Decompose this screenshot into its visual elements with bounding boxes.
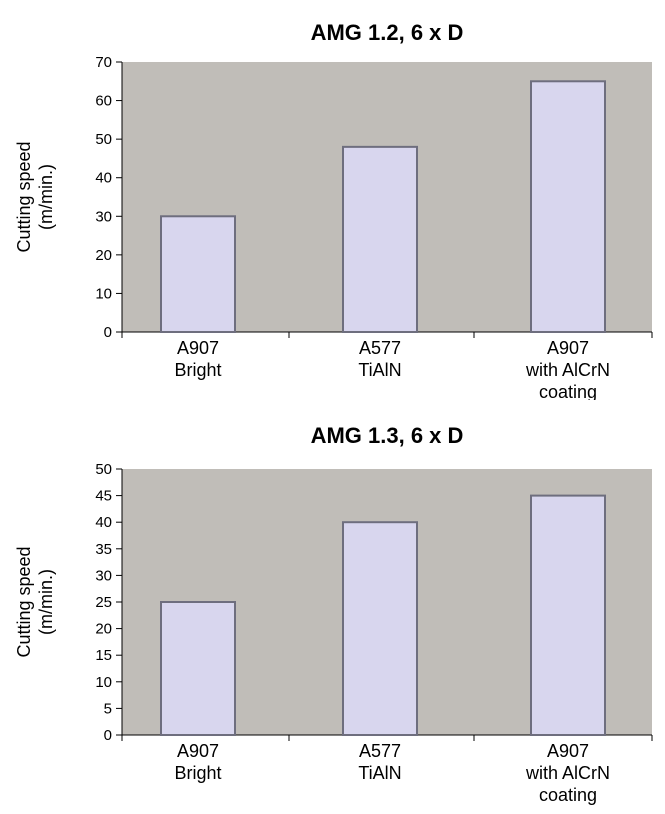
x-category-label: A577 <box>359 741 401 761</box>
y-tick-label: 30 <box>95 567 112 584</box>
y-axis-label: Cutting speed <box>14 546 34 657</box>
x-category-label: A577 <box>359 338 401 358</box>
y-axis-label: Cutting speed <box>14 141 34 252</box>
y-tick-label: 10 <box>95 674 112 691</box>
x-category-label: A907 <box>177 338 219 358</box>
x-category-label: A907 <box>547 338 589 358</box>
y-axis-label: (m/min.) <box>36 569 56 635</box>
x-category-label: A907 <box>547 741 589 761</box>
y-tick-label: 50 <box>95 461 112 478</box>
y-tick-label: 20 <box>95 247 112 264</box>
chart-title: AMG 1.3, 6 x D <box>311 423 464 448</box>
x-category-label: A907 <box>177 741 219 761</box>
bar-chart-svg: AMG 1.2, 6 x D010203040506070A907BrightA… <box>0 0 665 400</box>
bar <box>531 496 605 735</box>
x-category-label: TiAlN <box>358 763 401 783</box>
y-tick-label: 30 <box>95 208 112 225</box>
bar <box>343 147 417 332</box>
y-tick-label: 70 <box>95 54 112 71</box>
chart-amg-1-2: AMG 1.2, 6 x D 0 10 20 30 40 50 60 70 A907 Bright A… <box>0 0 665 400</box>
x-category-label: coating <box>539 785 597 805</box>
y-tick-label: 60 <box>95 93 112 110</box>
y-axis-label: (m/min.) <box>36 164 56 230</box>
y-tick-label: 50 <box>95 131 112 148</box>
bar-chart-svg: AMG 1.3, 6 x D05101520253035404550A907Br… <box>0 407 665 807</box>
y-tick-label: 40 <box>95 514 112 531</box>
bar <box>343 522 417 735</box>
x-category-label: Bright <box>174 763 221 783</box>
bar <box>161 602 235 735</box>
chart-title: AMG 1.2, 6 x D <box>311 20 464 45</box>
x-category-label: coating <box>539 382 597 400</box>
y-tick-label: 40 <box>95 170 112 187</box>
chart-amg-1-3: AMG 1.3, 6 x D 0 5 10 15 20 25 30 35 40 45 50 A907 Br… <box>0 407 665 807</box>
x-category-label: with AlCrN <box>525 360 610 380</box>
y-tick-label: 5 <box>104 700 112 717</box>
y-tick-label: 45 <box>95 488 112 505</box>
y-tick-label: 20 <box>95 621 112 638</box>
y-tick-label: 25 <box>95 594 112 611</box>
y-tick-label: 35 <box>95 541 112 558</box>
y-tick-label: 0 <box>104 727 112 744</box>
x-category-label: TiAlN <box>358 360 401 380</box>
y-tick-label: 10 <box>95 285 112 302</box>
bar <box>531 81 605 332</box>
y-tick-label: 15 <box>95 647 112 664</box>
x-category-label: with AlCrN <box>525 763 610 783</box>
y-tick-label: 0 <box>104 324 112 341</box>
bar <box>161 216 235 332</box>
x-category-label: Bright <box>174 360 221 380</box>
